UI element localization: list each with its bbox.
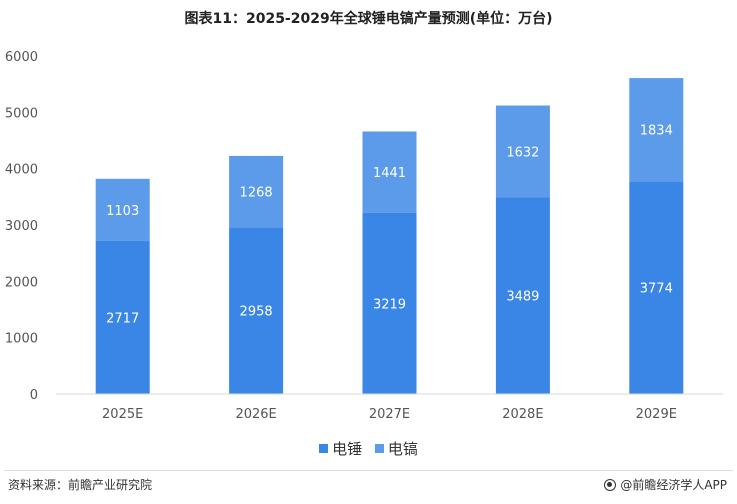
legend-label-dianchui: 电锤 bbox=[332, 440, 363, 458]
data-label: 2958 bbox=[240, 305, 273, 320]
legend-item-diangao: 电镐 bbox=[374, 438, 418, 459]
legend-label-diangao: 电镐 bbox=[387, 440, 418, 458]
bar-segment-diangao bbox=[629, 78, 684, 182]
legend: 电锤 电镐 bbox=[0, 438, 737, 459]
x-tick-label: 2027E bbox=[369, 407, 410, 422]
legend-swatch-diangao bbox=[374, 444, 384, 453]
data-label: 3219 bbox=[373, 297, 406, 312]
brand-text: @前瞻经济学人APP bbox=[620, 478, 727, 492]
bars-group: 2717 1103 2958 1268 3219 1441 3489 1632 3774 1834 bbox=[95, 78, 684, 394]
y-tick-label: 6000 bbox=[5, 50, 38, 65]
source-note: 资料来源：前瞻产业研究院 bbox=[8, 478, 153, 492]
bar-segment-dianchui bbox=[229, 227, 284, 394]
data-label: 1834 bbox=[640, 124, 673, 139]
x-tick-label: 2029E bbox=[636, 407, 677, 422]
x-tick-label: 2025E bbox=[102, 407, 143, 422]
y-tick-label: 3000 bbox=[5, 219, 38, 234]
bar-segment-dianchui bbox=[95, 240, 150, 394]
bar-segment-dianchui bbox=[629, 181, 684, 394]
legend-swatch-dianchui bbox=[319, 444, 329, 453]
footer-divider bbox=[4, 470, 733, 471]
y-tick-label: 0 bbox=[30, 388, 38, 403]
brand-credit: @前瞻经济学人APP bbox=[604, 476, 727, 493]
bar-segment-diangao bbox=[95, 178, 150, 241]
x-tick-label: 2026E bbox=[235, 407, 276, 422]
y-tick-label: 2000 bbox=[5, 275, 38, 290]
data-label: 1441 bbox=[373, 166, 406, 181]
chart-title: 图表11：2025-2029年全球锤电镐产量预测(单位：万台) bbox=[184, 11, 553, 27]
bar-segment-diangao bbox=[495, 105, 550, 198]
data-label: 2717 bbox=[106, 311, 139, 326]
qianzhan-logo-icon bbox=[604, 478, 617, 491]
bar-segment-dianchui bbox=[362, 212, 417, 394]
data-label: 1268 bbox=[240, 186, 273, 201]
y-axis: 0 1000 2000 3000 4000 5000 6000 bbox=[5, 50, 38, 403]
bar-segment-dianchui bbox=[495, 197, 550, 394]
x-tick-label: 2028E bbox=[502, 407, 543, 422]
y-tick-label: 1000 bbox=[5, 332, 38, 347]
bar-segment-diangao bbox=[362, 131, 417, 213]
data-label: 1103 bbox=[106, 204, 139, 219]
data-label: 1632 bbox=[506, 145, 539, 160]
y-tick-label: 5000 bbox=[5, 106, 38, 121]
bar-segment-diangao bbox=[229, 155, 284, 228]
data-label: 3774 bbox=[640, 282, 673, 297]
y-tick-label: 4000 bbox=[5, 163, 38, 178]
x-axis: 2025E 2026E 2027E 2028E 2029E bbox=[56, 393, 723, 422]
data-label: 3489 bbox=[506, 290, 539, 305]
legend-item-dianchui: 电锤 bbox=[319, 438, 362, 459]
